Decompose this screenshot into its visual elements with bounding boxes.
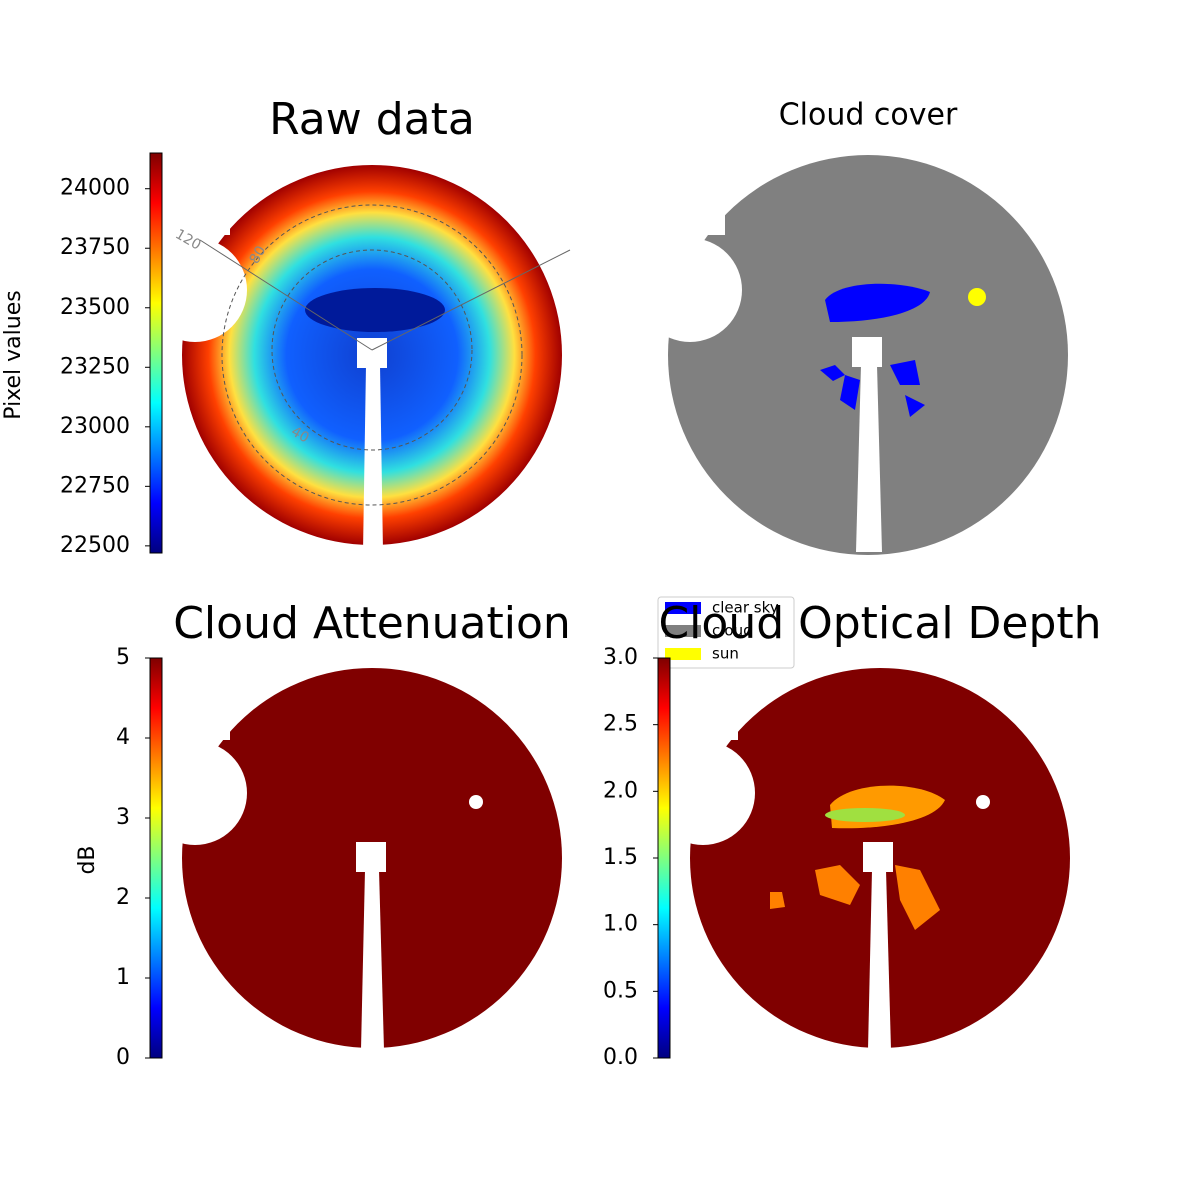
colorbar-label: Pixel values (1, 290, 26, 419)
colorbar-tick-label: 2.5 (603, 712, 638, 737)
colorbar-tick-label: 23500 (60, 295, 130, 320)
colorbar-tick-label: 3 (116, 805, 130, 830)
colorbar-tick-label: 0 (116, 1045, 130, 1070)
panel-title: Raw data (269, 94, 475, 145)
panel-title: Cloud Optical Depth (658, 598, 1101, 649)
legend-swatch (665, 625, 701, 637)
colorbar (149, 152, 163, 554)
legend: clear sky cloud sun (657, 596, 795, 669)
legend-label: sun (712, 645, 739, 663)
panel-title: Cloud cover (779, 98, 958, 133)
colorbar-tick-label: 0.0 (603, 1045, 638, 1070)
colorbar (657, 657, 671, 1059)
colorbar-tick-label: 3.0 (603, 645, 638, 670)
optical-depth-image (651, 650, 1070, 1050)
polar-label: 80 (247, 243, 270, 266)
legend-label: cloud (712, 622, 753, 640)
colorbar-tick-label: 22500 (60, 533, 130, 558)
panel-title: Cloud Attenuation (173, 598, 571, 649)
colorbar-tick-label: 1 (116, 965, 130, 990)
colorbar (149, 657, 163, 1059)
colorbar-tick-label: 23750 (60, 235, 130, 260)
colorbar-tick-label: 23000 (60, 414, 130, 439)
cloud-cover-image (638, 150, 1068, 555)
polar-label: 40 (288, 424, 311, 447)
colorbar-tick-label: 23250 (60, 354, 130, 379)
legend-swatch (665, 648, 701, 660)
colorbar-tick-label: 22750 (60, 473, 130, 498)
colorbar-tick-label: 24000 (60, 176, 130, 201)
colorbar-tick-label: 4 (116, 725, 130, 750)
legend-label: clear sky (712, 599, 779, 617)
colorbar-tick-label: 2.0 (603, 778, 638, 803)
raw-image (143, 150, 571, 552)
colorbar-tick-label: 1.5 (603, 845, 638, 870)
colorbar-tick-label: 1.0 (603, 912, 638, 937)
colorbar-tick-label: 2 (116, 885, 130, 910)
colorbar-tick-label: 5 (116, 645, 130, 670)
colorbar-label: dB (75, 845, 100, 874)
colorbar-tick-label: 0.5 (603, 978, 638, 1003)
attenuation-image (143, 650, 562, 1050)
legend-swatch (665, 602, 701, 614)
